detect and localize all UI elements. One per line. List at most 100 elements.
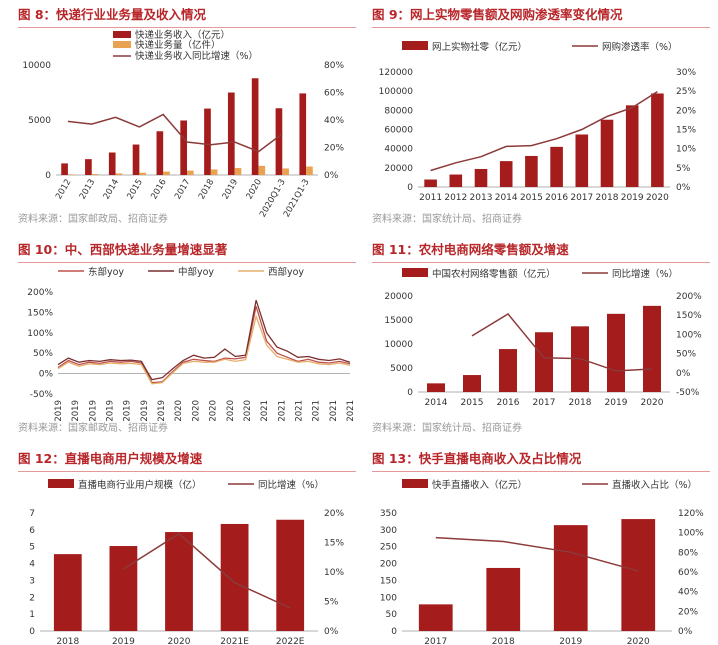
- bar: [282, 168, 289, 175]
- y2-tick-label: 25%: [676, 87, 696, 97]
- x-tick-label: 2014: [425, 398, 448, 408]
- y2-tick-label: 120%: [678, 509, 704, 519]
- bar: [474, 168, 488, 187]
- x-tick-label: 2020: [191, 400, 201, 422]
- series-line: [430, 90, 658, 172]
- series-line: [57, 306, 351, 384]
- bar: [418, 604, 453, 631]
- x-tick-label: 2018: [56, 637, 79, 645]
- legend-label: 快手直播收入（亿元）: [432, 479, 527, 491]
- y2-tick-label: 200%: [676, 292, 702, 302]
- chart-11: 中国农村网络零售额（亿元） 同比增速（%） 0 5000 10000 15000 20000…: [384, 268, 702, 408]
- bar: [621, 519, 656, 631]
- bar: [210, 169, 218, 175]
- x-tick-label: 2019: [621, 193, 644, 203]
- x-tick-label: 2012: [54, 178, 73, 202]
- legend-label: 中国农村网络零售额（亿元）: [432, 268, 556, 280]
- bar: [553, 525, 588, 631]
- y-tick-label: 1: [29, 610, 35, 620]
- bar: [132, 144, 140, 175]
- y-tick-label: 10000: [22, 61, 51, 71]
- y-tick-label: 0: [407, 388, 413, 398]
- y2-tick-label: 0%: [324, 171, 339, 181]
- y-tick-label: 120000: [379, 68, 414, 78]
- legend-label: 西部yoy: [268, 266, 304, 278]
- bar: [163, 171, 170, 175]
- y-tick-label: 100000: [379, 87, 414, 97]
- chart-title: 图 12：直播电商用户规模及增速: [18, 449, 356, 472]
- chart-title: 图 10：中、西部快递业务量增速显著: [18, 240, 356, 263]
- legend-label: 快递业务量（亿件）: [135, 39, 221, 51]
- y2-tick-label: 60%: [324, 89, 344, 99]
- y2-tick-label: 10%: [324, 568, 344, 578]
- chart-title: 图 9：网上实物零售额及网购渗透率变化情况: [372, 5, 710, 28]
- bar: [535, 332, 553, 392]
- series-line: [57, 300, 351, 381]
- series-line: [67, 113, 283, 153]
- x-tick-label: 2017: [173, 178, 192, 202]
- x-tick-label: 2021E: [220, 637, 249, 645]
- bar: [108, 152, 116, 175]
- y-tick-label: 3: [29, 576, 35, 586]
- y2-tick-label: 150%: [676, 311, 702, 321]
- y-tick-label: 80000: [384, 106, 413, 116]
- bar: [449, 174, 463, 187]
- y2-tick-label: 0%: [678, 627, 693, 637]
- y2-tick-label: 0%: [676, 183, 691, 193]
- legend-swatch: [402, 268, 428, 277]
- series-line: [122, 532, 291, 609]
- y-tick-label: 50: [386, 610, 398, 620]
- y2-tick-label: 20%: [324, 144, 344, 154]
- y-tick-label: 150: [380, 576, 397, 586]
- x-tick-label: 2015: [125, 178, 144, 202]
- x-tick-label: 2020: [627, 637, 650, 645]
- y2-tick-label: 15%: [676, 126, 696, 136]
- x-tick-label: 2015: [461, 398, 484, 408]
- x-tick-label: 2013: [470, 193, 493, 203]
- legend-label: 直播收入占比（%）: [612, 479, 697, 491]
- x-tick-label: 2017: [533, 398, 556, 408]
- chart-title: 图 13：快手直播电商收入及占比情况: [372, 449, 710, 472]
- series-line: [435, 536, 639, 572]
- legend-swatch: [402, 479, 428, 488]
- bar: [625, 105, 639, 187]
- x-tick-label: 2019: [112, 637, 135, 645]
- y2-tick-label: 0%: [676, 369, 691, 379]
- bar: [427, 383, 445, 392]
- chart-9: 网上实物社零（亿元） 网购渗透率（%） 0 20000 40000 60000 80000 1…: [379, 41, 696, 203]
- bar: [550, 146, 563, 187]
- bar: [258, 165, 266, 175]
- chart-title: 图 8：快递行业业务量及收入情况: [18, 5, 356, 28]
- y-tick-label: 7: [29, 509, 35, 519]
- y-tick-label: -50%: [30, 390, 54, 400]
- y-tick-label: 20000: [384, 292, 413, 302]
- y-tick-label: 300: [380, 526, 397, 536]
- bar: [85, 159, 92, 175]
- legend-label: 中部yoy: [178, 266, 214, 278]
- y-tick-label: 200: [380, 560, 397, 570]
- x-tick-label: 2021: [329, 400, 339, 422]
- bar: [486, 567, 521, 631]
- bar: [651, 93, 664, 187]
- legend-label: 快递业务收入（亿元）: [135, 29, 230, 41]
- x-tick-label: 2016: [497, 398, 520, 408]
- x-tick-label: 2021: [294, 400, 304, 422]
- chart-10: 东部yoy 中部yoy 西部yoy -50% 0% 50% 100% 150% 200% 2019…: [27, 266, 356, 422]
- y-tick-label: 100%: [27, 329, 53, 339]
- y2-tick-label: 60%: [678, 568, 698, 578]
- y2-tick-label: 20%: [678, 607, 698, 617]
- bar: [67, 174, 75, 175]
- bar: [499, 161, 513, 187]
- chart-title: 图 11：农村电商网络零售额及增速: [372, 240, 710, 263]
- x-tick-label: 2021: [277, 400, 287, 422]
- bar: [53, 554, 82, 631]
- bar: [643, 305, 661, 392]
- chart-source: 资料来源：国家统计局、招商证券: [372, 423, 522, 434]
- x-tick-label: 2019: [71, 400, 81, 422]
- x-tick-label: 2021: [260, 400, 270, 422]
- chart-8: 快递业务收入（亿元）快递业务量（亿件）快递业务收入同比增速（%） 0 5000 100…: [22, 29, 344, 219]
- x-tick-label: 2020: [174, 400, 184, 422]
- bar: [424, 179, 437, 187]
- legend-label: 网上实物社零（亿元）: [432, 41, 527, 53]
- y2-tick-label: 15%: [324, 539, 344, 549]
